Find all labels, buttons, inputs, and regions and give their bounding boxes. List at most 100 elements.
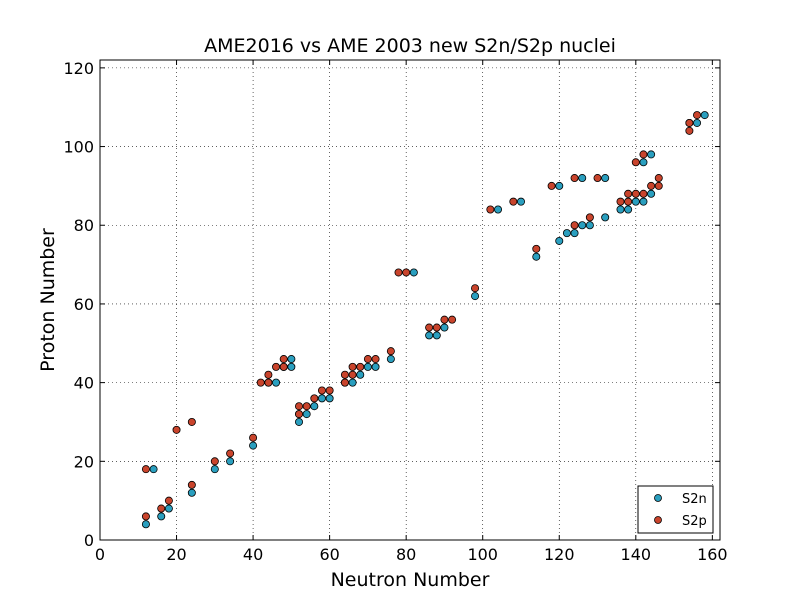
point-s2p [340,370,349,379]
point-s2p [363,355,372,364]
y-tick-label: 80 [74,216,94,235]
x-tick-label: 80 [396,545,416,564]
point-s2p [386,347,395,356]
point-s2n [516,197,525,206]
point-s2n [348,378,357,387]
x-tick-label: 0 [95,545,105,564]
x-axis-label: Neutron Number [331,569,490,591]
point-s2p [631,189,640,198]
point-s2n [149,465,158,474]
point-s2p [348,370,357,379]
point-s2p [164,496,173,505]
point-s2n [585,221,594,230]
point-s2p [141,512,150,521]
data-points [141,111,709,529]
point-s2p [440,315,449,324]
x-tick-label: 160 [697,545,728,564]
x-tick-label: 100 [467,545,498,564]
point-s2p [210,457,219,466]
point-s2n [226,457,235,466]
point-s2p [509,197,518,206]
point-s2p [310,394,319,403]
point-s2n [425,331,434,340]
point-s2n [471,292,480,301]
point-s2p [141,465,150,474]
point-s2p [279,362,288,371]
point-s2p [570,174,579,183]
point-s2p [348,362,357,371]
point-s2n [647,150,656,159]
point-s2n [432,331,441,340]
y-tick-label: 40 [74,374,94,393]
point-s2p [295,410,304,419]
point-s2n [287,362,296,371]
point-s2p [264,378,273,387]
y-tick-label: 60 [74,295,94,314]
point-s2n [555,181,564,190]
point-s2p [226,449,235,458]
point-s2n [647,189,656,198]
point-s2p [325,386,334,395]
point-s2p [172,425,181,434]
point-s2p [486,205,495,214]
point-s2p [639,150,648,159]
point-s2p [624,189,633,198]
legend-label-s2p: S2p [682,514,707,529]
point-s2p [187,480,196,489]
point-s2p [356,362,365,371]
point-s2p [394,268,403,277]
point-s2p [616,197,625,206]
point-s2n [295,417,304,426]
point-s2n [310,402,319,411]
point-s2p [157,504,166,513]
y-tick-label: 20 [74,452,94,471]
point-s2p [432,323,441,332]
point-s2n [532,252,541,261]
x-tick-label: 40 [243,545,263,564]
point-s2p [570,221,579,230]
point-s2n [210,465,219,474]
point-s2n [578,221,587,230]
point-s2n [639,158,648,167]
point-s2n [317,394,326,403]
legend: S2n S2p [637,485,714,534]
point-s2p [264,370,273,379]
point-s2p [685,118,694,127]
axis-ticks: 0 20 40 60 80 100 120 140 160 0 20 40 60 80 100 120 [63,59,727,564]
point-s2n [601,174,610,183]
point-s2n [624,205,633,214]
point-s2n [639,197,648,206]
point-s2n [187,488,196,497]
point-s2p [654,181,663,190]
point-s2n [693,118,702,127]
point-s2p [647,181,656,190]
x-tick-label: 60 [319,545,339,564]
point-s2n [562,229,571,238]
point-s2p [371,355,380,364]
point-s2p [585,213,594,222]
point-s2n [287,355,296,364]
plot-frame [99,59,721,541]
point-s2p [340,378,349,387]
point-s2p [317,386,326,395]
point-s2p [295,402,304,411]
y-tick-label: 0 [84,531,94,550]
point-s2p [624,197,633,206]
point-s2n [325,394,334,403]
point-s2n [141,520,150,529]
point-s2p [471,284,480,293]
point-s2p [279,355,288,364]
chart-title: AME2016 vs AME 2003 new S2n/S2p nuclei [204,35,616,57]
point-s2p [302,402,311,411]
point-s2n [363,362,372,371]
point-s2p [256,378,265,387]
x-tick-label: 20 [166,545,186,564]
point-s2n [494,205,503,214]
y-tick-label: 100 [63,138,94,157]
point-s2n [616,205,625,214]
y-tick-label: 120 [63,59,94,78]
point-s2p [402,268,411,277]
point-s2n [302,410,311,419]
point-s2n [356,370,365,379]
point-s2n [386,355,395,364]
